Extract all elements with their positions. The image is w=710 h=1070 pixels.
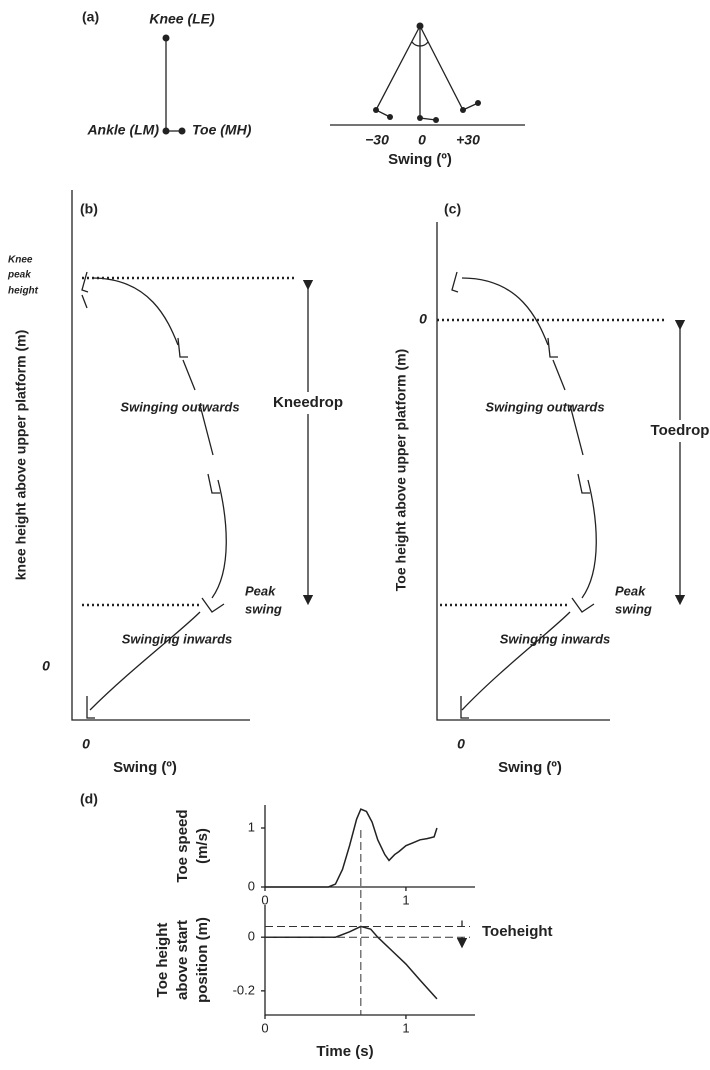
ankle-label: Ankle (LM) <box>86 122 159 138</box>
axes <box>436 222 610 721</box>
swing-tick: +30 <box>456 132 480 148</box>
annotation: Knee <box>8 255 33 266</box>
line <box>265 808 438 888</box>
annotation: Swinging outwards <box>485 399 604 414</box>
pendulum <box>375 25 479 121</box>
x-label: Time (s) <box>316 1043 373 1060</box>
y-tick-label: 1 <box>248 819 255 834</box>
annotation: Swinging inwards <box>122 631 233 646</box>
annotation: Swinging outwards <box>120 399 239 414</box>
annotation: swing <box>615 601 652 616</box>
swing-tick: −30 <box>365 132 389 148</box>
label-bg <box>260 392 356 414</box>
axes <box>264 905 475 1016</box>
swing-label: Swing (º) <box>388 151 452 168</box>
toe-label: Toe (MH) <box>192 122 252 138</box>
panel-label: (a) <box>82 9 99 25</box>
swing-tick: 0 <box>418 132 426 148</box>
y-zero: 0 <box>419 311 427 327</box>
panel-label: (b) <box>80 201 98 217</box>
y-label: above start <box>174 920 191 1000</box>
y-label: Toe speed <box>174 809 191 882</box>
x-tick-label: 1 <box>402 1020 409 1035</box>
ankle-dot <box>162 127 170 135</box>
y-label: (m/s) <box>194 828 211 864</box>
axes <box>71 190 250 721</box>
y-tick-label: -0.2 <box>233 982 255 997</box>
stick-figures <box>451 271 595 719</box>
y-tick-label: 0 <box>248 929 255 944</box>
annotation: Peak <box>615 583 646 598</box>
y-label: Toe height above upper platform (m) <box>393 349 409 591</box>
annotation: height <box>8 286 39 297</box>
annotation: peak <box>7 270 31 281</box>
knee-dot <box>162 34 170 42</box>
line <box>265 925 438 1000</box>
panel-label: (d) <box>80 791 98 807</box>
y-label: knee height above upper platform (m) <box>13 330 29 580</box>
annotation: Peak <box>245 583 276 598</box>
trajectory <box>89 277 227 711</box>
panel-label: (c) <box>444 201 461 217</box>
drop-label: Kneedrop <box>273 394 343 411</box>
x-tick-label: 0 <box>261 1020 268 1035</box>
x-label: Swing (º) <box>113 759 177 776</box>
x-zero: 0 <box>82 736 90 752</box>
pendulum-dots <box>373 22 481 123</box>
stick-figures <box>81 271 225 719</box>
label-bg <box>636 420 710 442</box>
x-label: Swing (º) <box>498 759 562 776</box>
y-tick-label: 0 <box>248 878 255 893</box>
y-label: Toe height <box>154 923 171 998</box>
toe-dot <box>178 127 186 135</box>
x-zero: 0 <box>457 736 465 752</box>
drop-label: Toedrop <box>651 422 710 439</box>
pivot-arc <box>411 41 429 47</box>
x-tick-label: 0 <box>261 892 268 907</box>
trajectory <box>461 277 597 711</box>
y-label: position (m) <box>194 917 211 1003</box>
y-zero: 0 <box>42 658 50 674</box>
annotation: swing <box>245 601 282 616</box>
x-tick-label: 1 <box>402 892 409 907</box>
annotation: Swinging inwards <box>500 631 611 646</box>
annotation: Toeheight <box>482 923 553 940</box>
knee-label: Knee (LE) <box>149 11 215 27</box>
